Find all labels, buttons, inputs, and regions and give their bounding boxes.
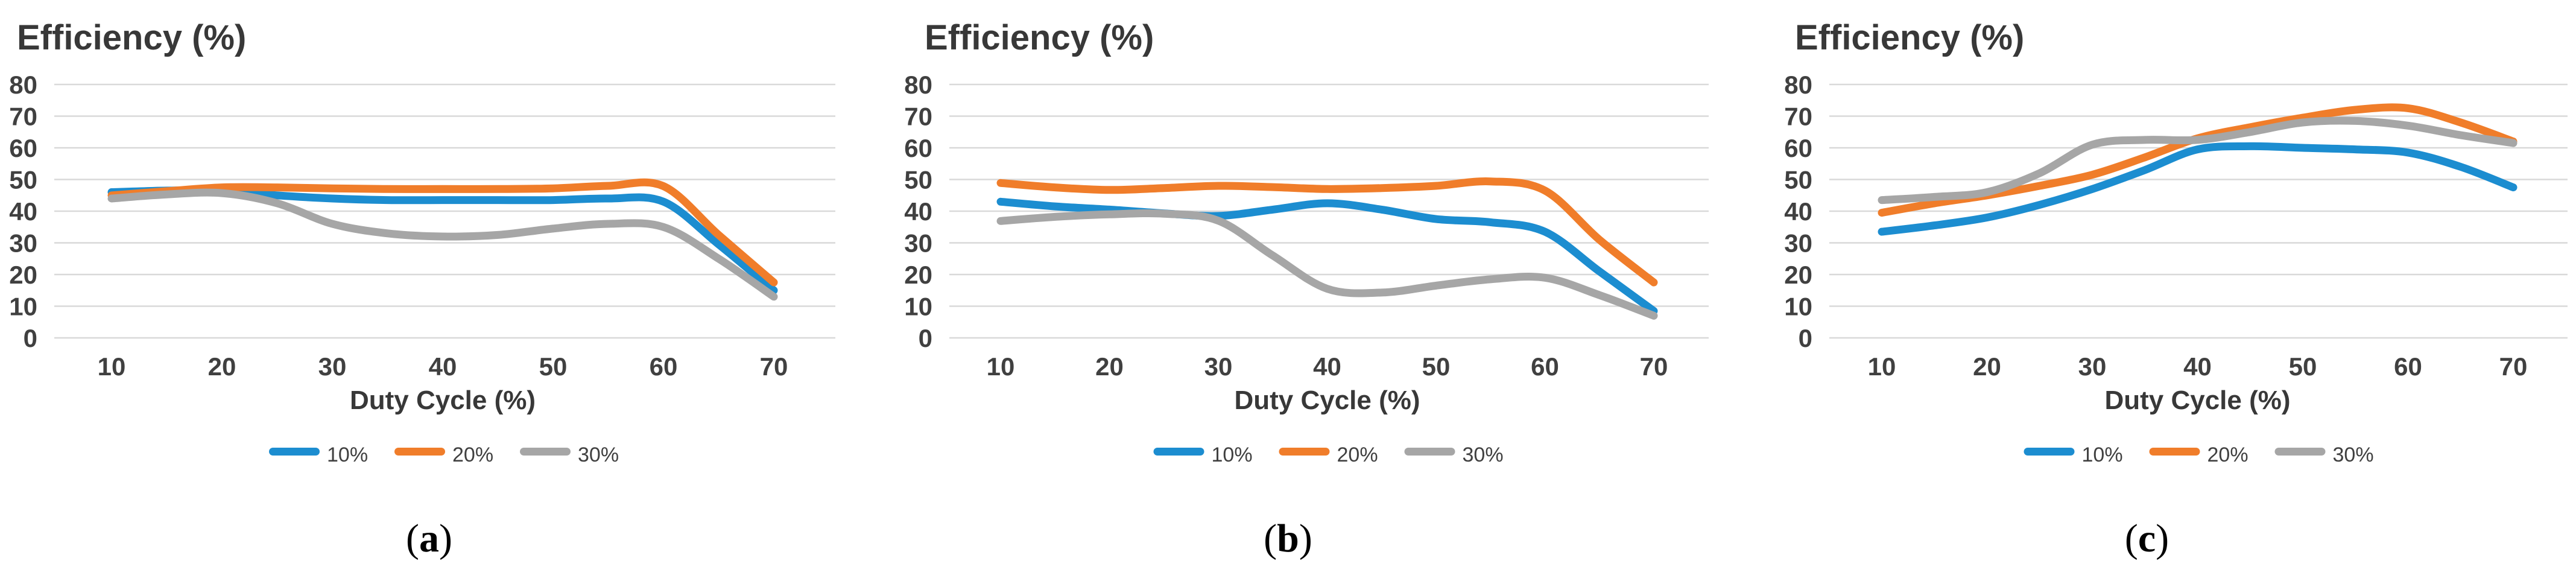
- panel-caption-b: (b): [859, 495, 1717, 578]
- efficiency-vs-duty-cycle-chart-a: Efficiency (%) 0 10 20 30 40 50 60 70 80 10 20 30 40 5…: [9, 18, 835, 466]
- legend-label-30%: 30%: [1463, 443, 1504, 466]
- caption-close-paren: ): [1299, 516, 1312, 561]
- x-axis-title: Duty Cycle (%): [2104, 386, 2290, 415]
- legend-label-20%: 20%: [2207, 443, 2248, 466]
- chart-title: Efficiency (%): [17, 18, 246, 57]
- y-tick-label-70: 70: [904, 103, 932, 131]
- caption-open-paren: (: [406, 516, 419, 561]
- y-tick-label-10: 10: [904, 293, 932, 321]
- chart-title: Efficiency (%): [925, 18, 1154, 57]
- chart-panel-b: Efficiency (%) 0 10 20 30 40 50 60 70 80 10 20 30 40 5…: [859, 0, 1717, 578]
- series-line-10%: [1878, 142, 2517, 236]
- efficiency-vs-duty-cycle-chart-c: Efficiency (%) 0 10 20 30 40 50 60 70 80 10 20 30 40 5…: [1784, 18, 2568, 466]
- x-tick-label-70: 70: [760, 352, 788, 381]
- x-axis-title: Duty Cycle (%): [1234, 386, 1420, 415]
- x-tick-label-30: 30: [2078, 352, 2107, 381]
- legend-swatch-30%: [520, 448, 571, 456]
- legend-swatch-10%: [269, 448, 320, 456]
- x-tick-label-60: 60: [650, 352, 678, 381]
- series-line-20%: [107, 178, 778, 287]
- x-tick-label-70: 70: [2499, 352, 2528, 381]
- y-tick-label-10: 10: [9, 293, 37, 321]
- x-tick-label-20: 20: [1973, 352, 2001, 381]
- x-tick-label-20: 20: [1095, 352, 1124, 381]
- y-tick-label-40: 40: [9, 197, 37, 226]
- y-tick-label-80: 80: [1784, 71, 1812, 99]
- legend-swatch-10%: [1153, 448, 1204, 456]
- panel-caption-a: (a): [0, 495, 858, 578]
- y-tick-label-20: 20: [9, 261, 37, 289]
- y-tick-label-50: 50: [904, 166, 932, 194]
- x-tick-label-40: 40: [1313, 352, 1341, 381]
- y-tick-label-70: 70: [1784, 103, 1812, 131]
- y-tick-label-60: 60: [9, 134, 37, 162]
- panel-caption-c: (c): [1718, 495, 2576, 578]
- series-line-30%: [107, 188, 778, 301]
- chart-panel-a: Efficiency (%) 0 10 20 30 40 50 60 70 80 10 20 30 40 5…: [0, 0, 858, 578]
- caption-letter: c: [2138, 516, 2156, 561]
- caption-open-paren: (: [2124, 516, 2138, 561]
- y-tick-label-60: 60: [1784, 134, 1812, 162]
- y-tick-label-80: 80: [904, 71, 932, 99]
- caption-letter: a: [419, 516, 439, 561]
- y-tick-label-30: 30: [1784, 229, 1812, 258]
- legend-label-10%: 10%: [2082, 443, 2123, 466]
- legend-swatch-20%: [394, 448, 445, 456]
- series-line-30%: [1878, 116, 2517, 205]
- y-tick-label-40: 40: [1784, 197, 1812, 226]
- y-tick-label-50: 50: [9, 166, 37, 194]
- series-line-10%: [996, 197, 1658, 315]
- x-tick-label-50: 50: [2289, 352, 2317, 381]
- y-tick-label-20: 20: [1784, 261, 1812, 289]
- series-line-30%: [996, 209, 1658, 320]
- legend-swatch-20%: [1279, 448, 1330, 456]
- y-tick-label-50: 50: [1784, 166, 1812, 194]
- legend-swatch-20%: [2149, 448, 2200, 456]
- y-tick-label-70: 70: [9, 103, 37, 131]
- y-tick-label-40: 40: [904, 197, 932, 226]
- legend-swatch-30%: [1404, 448, 1455, 456]
- y-tick-label-60: 60: [904, 134, 932, 162]
- x-tick-label-50: 50: [539, 352, 568, 381]
- x-tick-label-30: 30: [318, 352, 347, 381]
- x-tick-label-10: 10: [1868, 352, 1896, 381]
- x-tick-label-40: 40: [429, 352, 457, 381]
- x-tick-label-60: 60: [2394, 352, 2422, 381]
- legend-label-30%: 30%: [578, 443, 619, 466]
- caption-letter: b: [1277, 516, 1299, 561]
- legend-label-30%: 30%: [2333, 443, 2374, 466]
- caption-close-paren: ): [439, 516, 452, 561]
- x-tick-label-20: 20: [208, 352, 236, 381]
- x-tick-label-50: 50: [1422, 352, 1451, 381]
- y-tick-label-0: 0: [919, 324, 932, 352]
- y-tick-label-30: 30: [904, 229, 932, 258]
- efficiency-vs-duty-cycle-chart-b: Efficiency (%) 0 10 20 30 40 50 60 70 80 10 20 30 40 5…: [904, 18, 1709, 466]
- y-tick-label-0: 0: [1799, 324, 1812, 352]
- x-tick-label-60: 60: [1531, 352, 1559, 381]
- legend-swatch-30%: [2274, 448, 2326, 456]
- legend-label-20%: 20%: [1337, 443, 1378, 466]
- x-tick-label-40: 40: [2183, 352, 2212, 381]
- x-tick-label-30: 30: [1204, 352, 1233, 381]
- legend-label-10%: 10%: [327, 443, 368, 466]
- legend-label-20%: 20%: [452, 443, 493, 466]
- chart-panel-c: Efficiency (%) 0 10 20 30 40 50 60 70 80 10 20 30 40 5…: [1718, 0, 2576, 578]
- series-line-20%: [996, 177, 1658, 287]
- legend-swatch-10%: [2024, 448, 2075, 456]
- caption-open-paren: (: [1264, 516, 1277, 561]
- y-tick-label-10: 10: [1784, 293, 1812, 321]
- x-axis-title: Duty Cycle (%): [350, 386, 536, 415]
- caption-close-paren: ): [2156, 516, 2169, 561]
- x-tick-label-70: 70: [1640, 352, 1668, 381]
- y-tick-label-80: 80: [9, 71, 37, 99]
- chart-title: Efficiency (%): [1795, 18, 2024, 57]
- y-tick-label-30: 30: [9, 229, 37, 258]
- x-tick-label-10: 10: [98, 352, 126, 381]
- y-tick-label-20: 20: [904, 261, 932, 289]
- x-tick-label-10: 10: [987, 352, 1015, 381]
- legend-label-10%: 10%: [1212, 443, 1253, 466]
- y-tick-label-0: 0: [24, 324, 37, 352]
